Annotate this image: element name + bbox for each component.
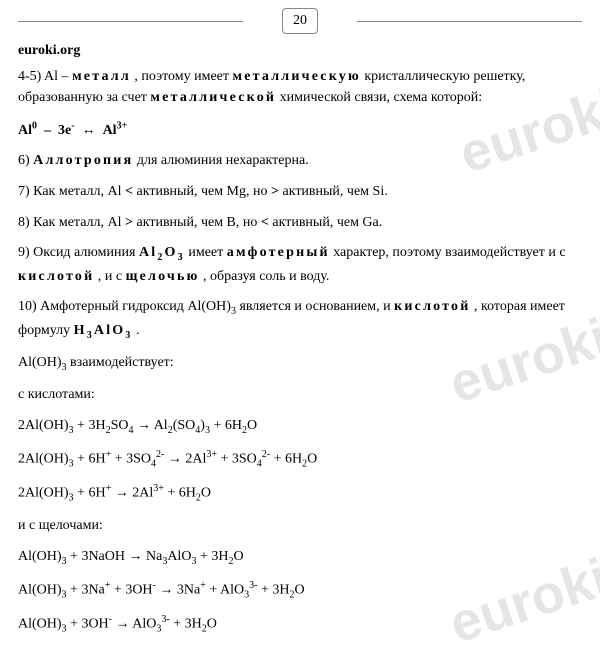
paragraph-10: 10) Амфотерный гидроксид Al(OH)3 являетс…: [18, 296, 582, 343]
paragraph-7: 7) Как металл, Al < активный, чем Mg, но…: [18, 181, 582, 203]
text: .: [133, 323, 140, 338]
eq-base-1: Al(OH)3 + 3NaOH → Na3AlO3 + 3H2O: [18, 546, 582, 569]
paragraph-6: 6) Аллотропия для алюминия нехарактерна.: [18, 150, 582, 172]
em-shchelochyu: щелочью: [126, 269, 200, 284]
eq-base-3: Al(OH)3 + 3OH- → AlO33- + 3H2O: [18, 612, 582, 637]
eq-base-2: Al(OH)3 + 3Na+ + 3OH- → 3Na+ + AlO33- + …: [18, 578, 582, 603]
paragraph-8: 8) Как металл, Al > активный, чем B, но …: [18, 212, 582, 234]
text: 6): [18, 153, 33, 168]
text: для алюминия нехарактерна.: [133, 153, 308, 168]
paragraph-4-5: 4-5) Al – металл , поэтому имеет металли…: [18, 66, 582, 109]
em-amfoterny: амфотерный: [227, 245, 330, 260]
formula-h3alo3: H3AlO3: [74, 323, 133, 338]
text: 4-5) Al –: [18, 69, 72, 84]
em-allotropiya: Аллотропия: [33, 153, 133, 168]
text: характер, поэтому взаимодействует и с: [330, 245, 566, 260]
paragraph-9: 9) Оксид алюминия Al2O3 имеет амфотерный…: [18, 242, 582, 287]
eq-acid-2: 2Al(OH)3 + 6H+ + 3SO42- → 2Al3+ + 3SO42-…: [18, 447, 582, 472]
line-interacts: Al(OH)3 взаимодействует:: [18, 352, 582, 375]
eq-acid-1: 2Al(OH)3 + 3H2SO4 → Al2(SO4)3 + 6H2O: [18, 415, 582, 438]
text: , поэтому имеет: [131, 69, 233, 84]
em-metallicheskoy: металлической: [150, 90, 276, 105]
text: , образуя соль и воду.: [200, 269, 330, 284]
text: имеет: [185, 245, 227, 260]
page-number: 20: [282, 8, 318, 34]
text: , и с: [94, 269, 125, 284]
page-number-header: 20: [18, 8, 582, 34]
formula-al2o3: Al2O3: [139, 245, 185, 260]
equation-redox: Al0 – 3e- ↔ Al3+: [18, 118, 582, 141]
line-with-bases: и с щелочами:: [18, 515, 582, 537]
em-metallicheskuyu: металлическую: [233, 69, 361, 84]
site-label: euroki.org: [18, 40, 582, 62]
em-kislotoy-2: кислотой: [394, 299, 470, 314]
em-kislotoy: кислотой: [18, 269, 94, 284]
em-metal: металл: [72, 69, 131, 84]
text: 9) Оксид алюминия: [18, 245, 139, 260]
eq-acid-3: 2Al(OH)3 + 6H+ → 2Al3+ + 6H2O: [18, 481, 582, 506]
header-line-left: [18, 21, 243, 22]
text: химической связи, схема которой:: [276, 90, 482, 105]
header-line-right: [357, 21, 582, 22]
formula: Al0 – 3e- ↔ Al3+: [18, 123, 127, 138]
line-with-acids: с кислотами:: [18, 384, 582, 406]
text: 10) Амфотерный гидроксид Al(OH)3 являетс…: [18, 299, 394, 314]
